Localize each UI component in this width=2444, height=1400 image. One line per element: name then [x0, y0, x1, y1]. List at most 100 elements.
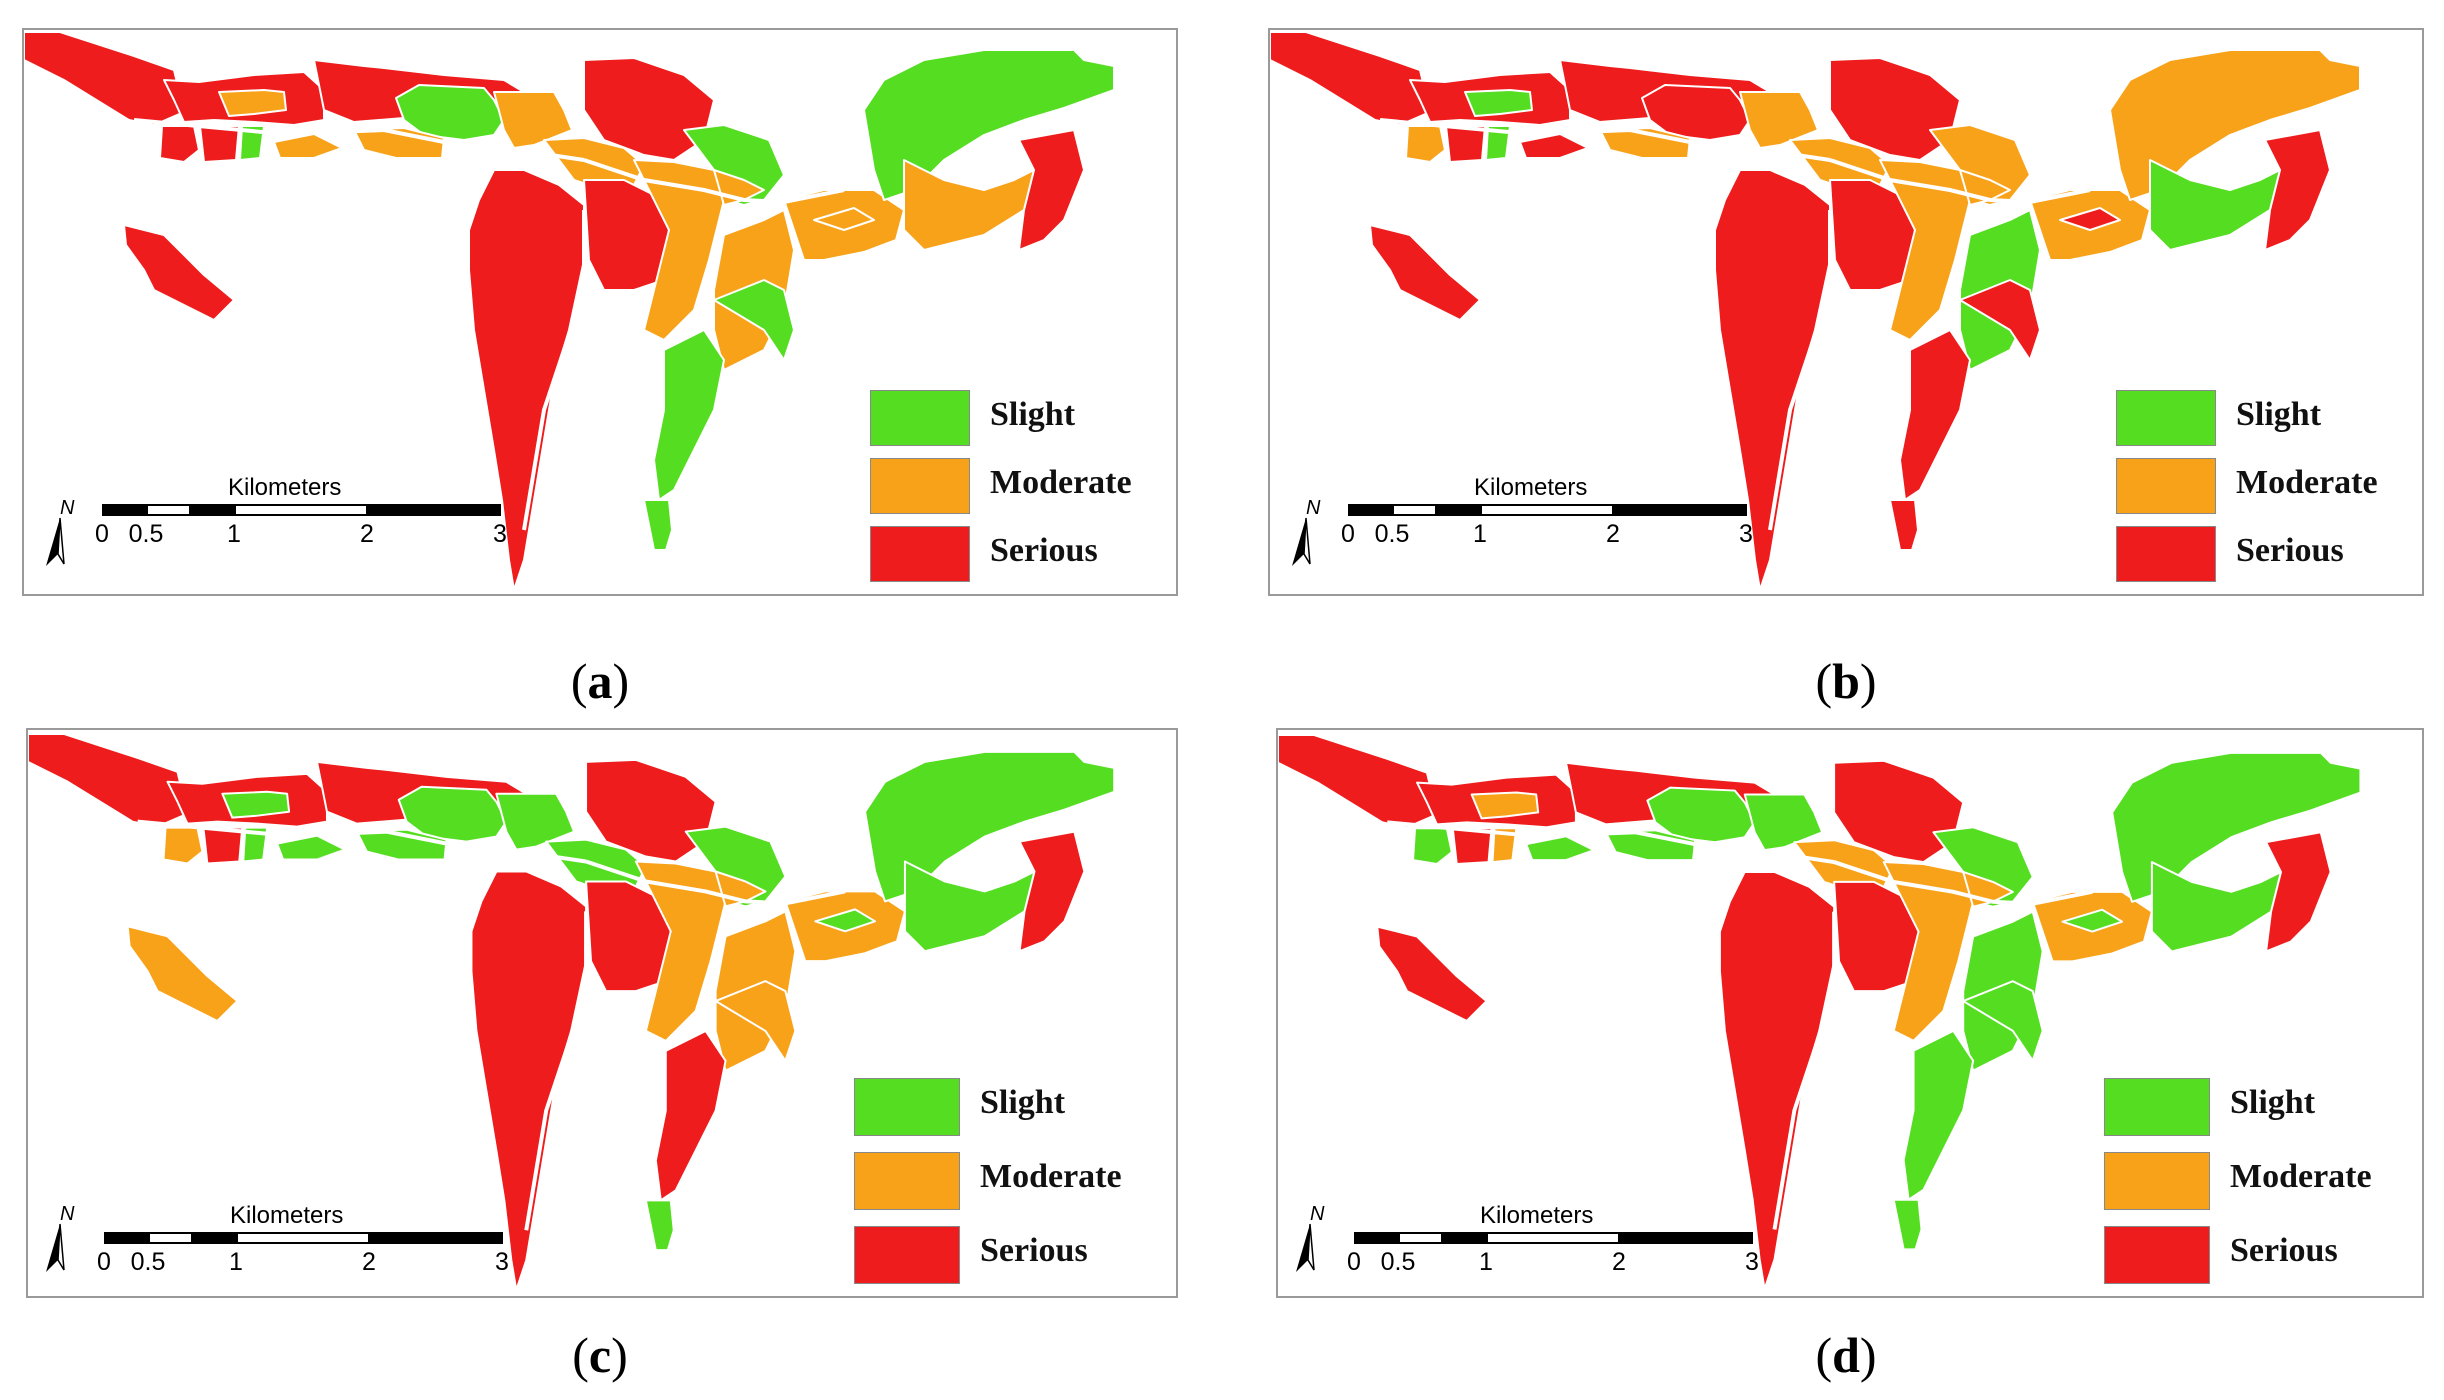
river-channel [583, 158, 845, 205]
north-label: N [1310, 1206, 1325, 1225]
district-moderate [273, 133, 343, 159]
district-moderate [634, 860, 727, 1042]
district-map [1270, 31, 2361, 591]
legend-label-serious: Serious [990, 532, 1098, 569]
scale-segment [190, 504, 235, 516]
district-slight [395, 84, 505, 141]
district-slight [653, 329, 725, 501]
legend-label-moderate: Moderate [2230, 1158, 2372, 1195]
scale-segment [102, 504, 147, 516]
district-slight [1962, 980, 2044, 1062]
north-arrow-icon: N [1292, 500, 1321, 566]
scale-segment [1348, 504, 1393, 516]
district-serious [1641, 84, 1751, 141]
map-panel-a: Slight Moderate Serious Kilometers 0 0.5… [22, 28, 1178, 596]
district-slight [863, 49, 1115, 201]
scale-segment [148, 1232, 193, 1244]
district-slight [1646, 786, 1756, 844]
district-moderate [218, 89, 287, 117]
district-slight [1412, 827, 1453, 866]
river-channel [137, 819, 587, 864]
north-label: N [60, 1206, 75, 1225]
district-serious [2059, 207, 2121, 231]
scale-segment [367, 504, 501, 516]
scale-tick-label: 3 [495, 1248, 509, 1276]
district-slight [221, 790, 291, 819]
scale-tick-label: 3 [493, 520, 507, 548]
legend-swatch-serious [2104, 1226, 2210, 1284]
district-slight [903, 860, 1036, 953]
district-serious [1018, 129, 1085, 251]
scale-tick-label: 0.5 [128, 520, 164, 548]
scale-tick-label: 2 [360, 520, 374, 548]
scale-segment [369, 1232, 503, 1244]
district-slight [713, 279, 795, 361]
district-moderate [162, 826, 204, 865]
district-slight [643, 499, 673, 551]
district-serious [585, 758, 717, 863]
legend-label-moderate: Moderate [980, 1158, 1122, 1195]
district-serious [159, 125, 200, 163]
district-slight [1485, 125, 1511, 161]
district-serious [654, 1029, 727, 1202]
district-serious [2265, 831, 2332, 953]
scale-segment [1392, 504, 1437, 516]
river-channel [1772, 911, 1837, 1230]
legend-swatch-slight [870, 390, 970, 446]
district-serious [1376, 925, 1488, 1022]
legend-label-slight: Slight [980, 1084, 1066, 1121]
scale-tick-label: 0 [95, 520, 109, 548]
river-channel [1689, 140, 1741, 172]
district-serious [1829, 57, 1961, 161]
legend-label-slight: Slight [2236, 396, 2322, 433]
district-slight [495, 792, 576, 851]
legend-swatch-serious [870, 526, 970, 582]
scale-tick-label: 1 [229, 1248, 243, 1276]
legend-swatch-moderate [2104, 1152, 2210, 1210]
scale-tick-label: 2 [1606, 520, 1620, 548]
scale-tick-label: 0.5 [1374, 520, 1410, 548]
map-panel-c: Slight Moderate Serious Kilometers 0 0.5… [26, 728, 1178, 1298]
district-serious [123, 224, 235, 321]
map-panel-d: Slight Moderate Serious Kilometers 0 0.5… [1276, 728, 2424, 1298]
legend-swatch-moderate [870, 458, 970, 514]
north-label: N [1306, 500, 1321, 519]
scale-segment [1613, 504, 1747, 516]
legend-label-slight: Slight [990, 396, 1076, 433]
district-slight [2150, 861, 2282, 953]
scale-tick-label: 1 [1479, 1248, 1493, 1276]
river-channel [445, 841, 498, 874]
panel-caption-b: (b) [1815, 653, 1877, 709]
district-moderate [1882, 861, 1975, 1042]
district-slight [276, 834, 346, 861]
river-channel [443, 140, 495, 172]
district-moderate [1405, 125, 1446, 163]
scale-segment [1398, 1232, 1443, 1244]
river-channel [1829, 158, 2091, 205]
district-slight [242, 826, 269, 863]
district-serious [1445, 125, 1486, 163]
legend-label-serious: Serious [2236, 532, 2344, 569]
north-arrow-icon: N [1296, 1206, 1325, 1272]
district-moderate [126, 925, 239, 1022]
north-arrow-icon: N [46, 1206, 75, 1272]
district-serious [2264, 129, 2331, 251]
legend-swatch-slight [2104, 1078, 2210, 1136]
district-serious [583, 57, 715, 161]
river-channel [1768, 210, 1832, 531]
scale-segment [1480, 504, 1614, 516]
district-serious [28, 732, 189, 828]
district-serious [1899, 329, 1971, 501]
scale-segment [1354, 1232, 1399, 1244]
district-slight [1902, 1029, 1975, 1201]
district-slight [644, 1199, 675, 1252]
north-arrow-icon: N [46, 500, 75, 566]
legend-swatch-moderate [2116, 458, 2216, 514]
district-serious [1959, 279, 2041, 361]
scale-tick-label: 2 [1612, 1248, 1626, 1276]
scale-bar-title: Kilometers [1474, 474, 1588, 501]
district-moderate [493, 91, 573, 149]
legend-label-slight: Slight [2230, 1084, 2316, 1121]
scale-segment [236, 1232, 370, 1244]
river-channel [585, 859, 846, 906]
